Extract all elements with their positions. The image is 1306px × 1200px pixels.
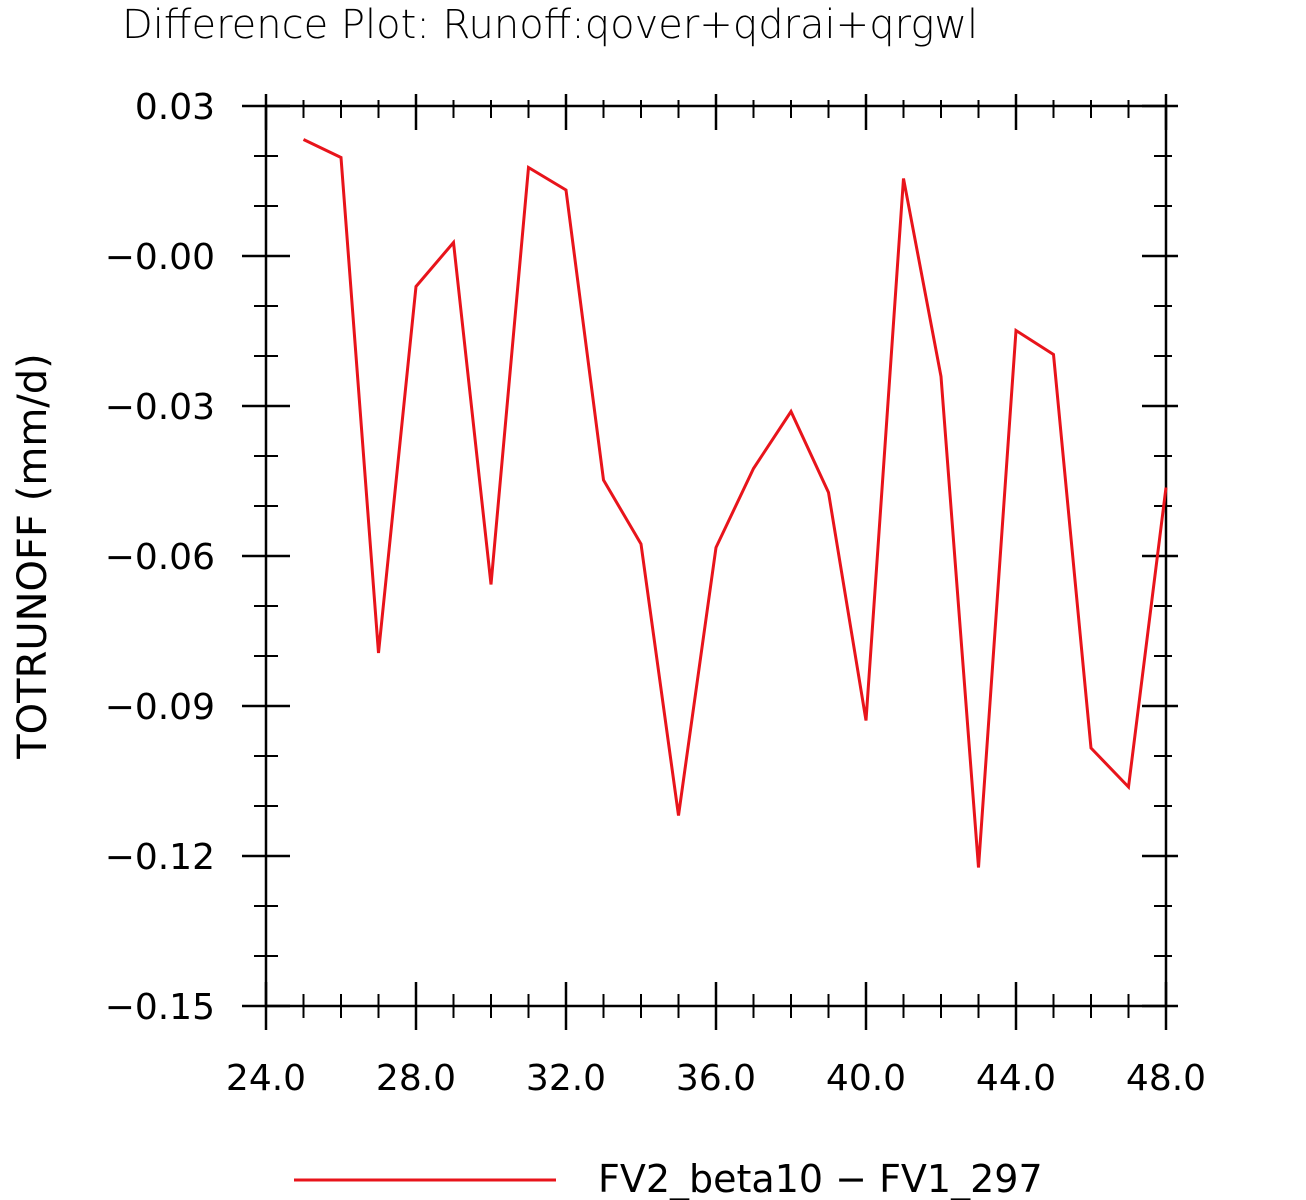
x-tick-label: 48.0 [1126, 1058, 1206, 1099]
series-layer [302, 138, 1168, 868]
x-tick-label: 40.0 [826, 1058, 906, 1099]
chart-title: Difference Plot: Runoff:qover+qdrai+qrgw… [122, 2, 978, 48]
y-axis-label: TOTRUNOFF (mm/d) [10, 353, 56, 760]
x-axis: 24.0 28.0 32.0 36.0 40.0 44.0 48.0 [226, 94, 1206, 1099]
y-tick-label: 0.03 [135, 87, 215, 128]
y-tick-label: −0.03 [105, 387, 215, 428]
y-tick-label: −0.00 [105, 237, 215, 278]
y-tick-label: −0.12 [105, 837, 215, 878]
y-tick-label: −0.15 [105, 987, 215, 1028]
legend-label-series-1: FV2_beta10 − FV1_297 [598, 1157, 1043, 1200]
y-axis: 0.03 −0.00 −0.03 −0.06 −0.09 −0.12 −0.15 [105, 87, 1178, 1028]
x-tick-label: 24.0 [226, 1058, 306, 1099]
legend: FV2_beta10 − FV1_297 [294, 1157, 1043, 1200]
x-tick-label: 28.0 [376, 1058, 456, 1099]
x-tick-label: 36.0 [676, 1058, 756, 1099]
series-line-1 [302, 138, 1168, 868]
x-tick-label: 44.0 [976, 1058, 1056, 1099]
y-tick-label: −0.06 [105, 537, 215, 578]
y-tick-label: −0.09 [105, 687, 215, 728]
x-tick-label: 32.0 [526, 1058, 606, 1099]
